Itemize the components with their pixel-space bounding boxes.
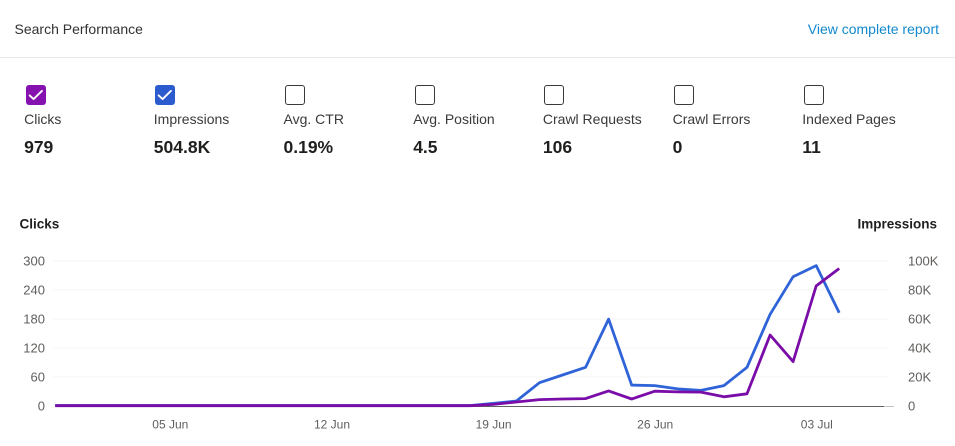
svg-text:0: 0: [908, 399, 915, 414]
svg-text:03 Jul: 03 Jul: [801, 418, 833, 432]
svg-text:40K: 40K: [908, 341, 931, 356]
svg-text:20K: 20K: [908, 370, 931, 385]
svg-text:26 Jun: 26 Jun: [637, 418, 673, 432]
svg-text:240: 240: [23, 283, 45, 298]
svg-text:05 Jun: 05 Jun: [152, 418, 188, 432]
svg-text:Clicks: Clicks: [20, 217, 60, 232]
svg-text:60: 60: [31, 370, 45, 385]
svg-text:80K: 80K: [908, 283, 931, 298]
svg-text:Impressions: Impressions: [857, 217, 937, 232]
svg-text:120: 120: [23, 341, 45, 356]
svg-text:180: 180: [23, 312, 45, 327]
svg-text:300: 300: [23, 254, 45, 269]
svg-text:12 Jun: 12 Jun: [314, 418, 350, 432]
svg-text:19 Jun: 19 Jun: [476, 418, 512, 432]
svg-text:60K: 60K: [908, 312, 931, 327]
svg-text:100K: 100K: [908, 254, 939, 269]
svg-text:0: 0: [38, 399, 45, 414]
